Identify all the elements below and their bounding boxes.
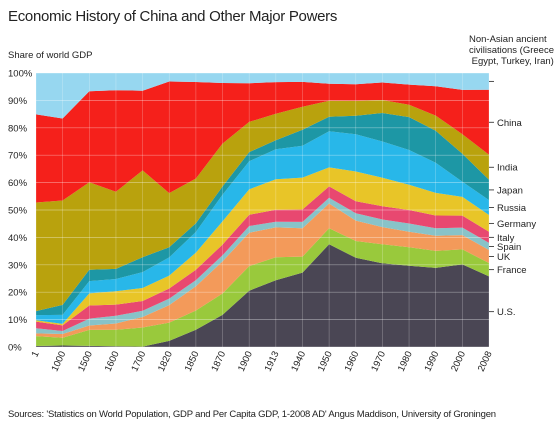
series-label: France <box>497 265 527 276</box>
y-axis-label: Share of world GDP <box>8 50 93 61</box>
y-tick-label: 50% <box>8 206 28 217</box>
series-label: UK <box>497 252 511 263</box>
x-tick-label: 1700 <box>129 350 148 374</box>
y-tick-label: 30% <box>8 260 28 271</box>
y-axis-ticks: 0% 10% 20% 30% 40% 50% 60% 70% 80% 90% 100% <box>8 69 33 354</box>
area-germany <box>36 167 489 326</box>
x-tick-label: 1500 <box>76 350 95 374</box>
series-label: Russia <box>497 203 527 214</box>
area-russia <box>36 131 489 324</box>
x-tick-label: 1600 <box>103 350 122 374</box>
gridlines <box>35 72 490 348</box>
series-label: Non-Asian ancient civilisations (Greece E… <box>469 34 554 67</box>
series-label: Italy <box>497 233 515 244</box>
series-label: Japan <box>497 185 523 196</box>
y-tick-label: 10% <box>8 315 28 326</box>
series-label: Spain <box>497 242 521 253</box>
x-tick-label: 1940 <box>289 350 308 374</box>
x-tick-label: 1000 <box>49 350 68 374</box>
x-tick-label: 1900 <box>236 350 255 374</box>
area-france <box>36 228 489 347</box>
x-tick-label: 1990 <box>423 350 442 374</box>
area-spain <box>36 197 489 334</box>
area-us <box>36 244 489 347</box>
y-tick-label: 0% <box>8 343 22 354</box>
x-axis-ticks: 1 1000 1500 1600 1700 1820 1850 1870 1900 1913 194… <box>30 350 495 374</box>
chart-title: Economic History of China and Other Majo… <box>8 8 338 25</box>
x-tick-label: 1980 <box>396 350 415 374</box>
y-tick-label: 90% <box>8 96 28 107</box>
y-tick-label: 70% <box>8 151 28 162</box>
y-tick-label: 80% <box>8 123 28 134</box>
area-india <box>36 100 489 312</box>
x-tick-label: 1850 <box>183 350 202 374</box>
series-label: India <box>497 163 518 174</box>
x-tick-label: 1970 <box>369 350 388 374</box>
area-china <box>36 81 489 203</box>
x-tick-label: 1913 <box>263 350 282 374</box>
x-tick-label: 2008 <box>476 350 495 374</box>
x-tick-label: 1 <box>30 350 42 359</box>
y-tick-label: 40% <box>8 233 28 244</box>
x-tick-label: 1820 <box>156 350 175 374</box>
x-tick-label: 2000 <box>449 350 468 374</box>
x-tick-label: 1950 <box>316 350 335 374</box>
series-label: Germany <box>497 219 536 230</box>
area-italy <box>36 186 489 331</box>
x-tick-label: 1870 <box>209 350 228 374</box>
y-tick-label: 20% <box>8 288 28 299</box>
y-tick-label: 60% <box>8 178 28 189</box>
y-tick-label: 100% <box>8 69 33 80</box>
area-uk <box>36 203 489 338</box>
series-label: U.S. <box>497 307 515 318</box>
source-note: Sources: 'Statistics on World Population… <box>8 409 496 420</box>
area-japan <box>36 113 489 316</box>
area-non-asian <box>36 73 489 119</box>
area-series-group <box>36 73 489 347</box>
x-tick-label: 1960 <box>343 350 362 374</box>
series-label: China <box>497 118 523 129</box>
